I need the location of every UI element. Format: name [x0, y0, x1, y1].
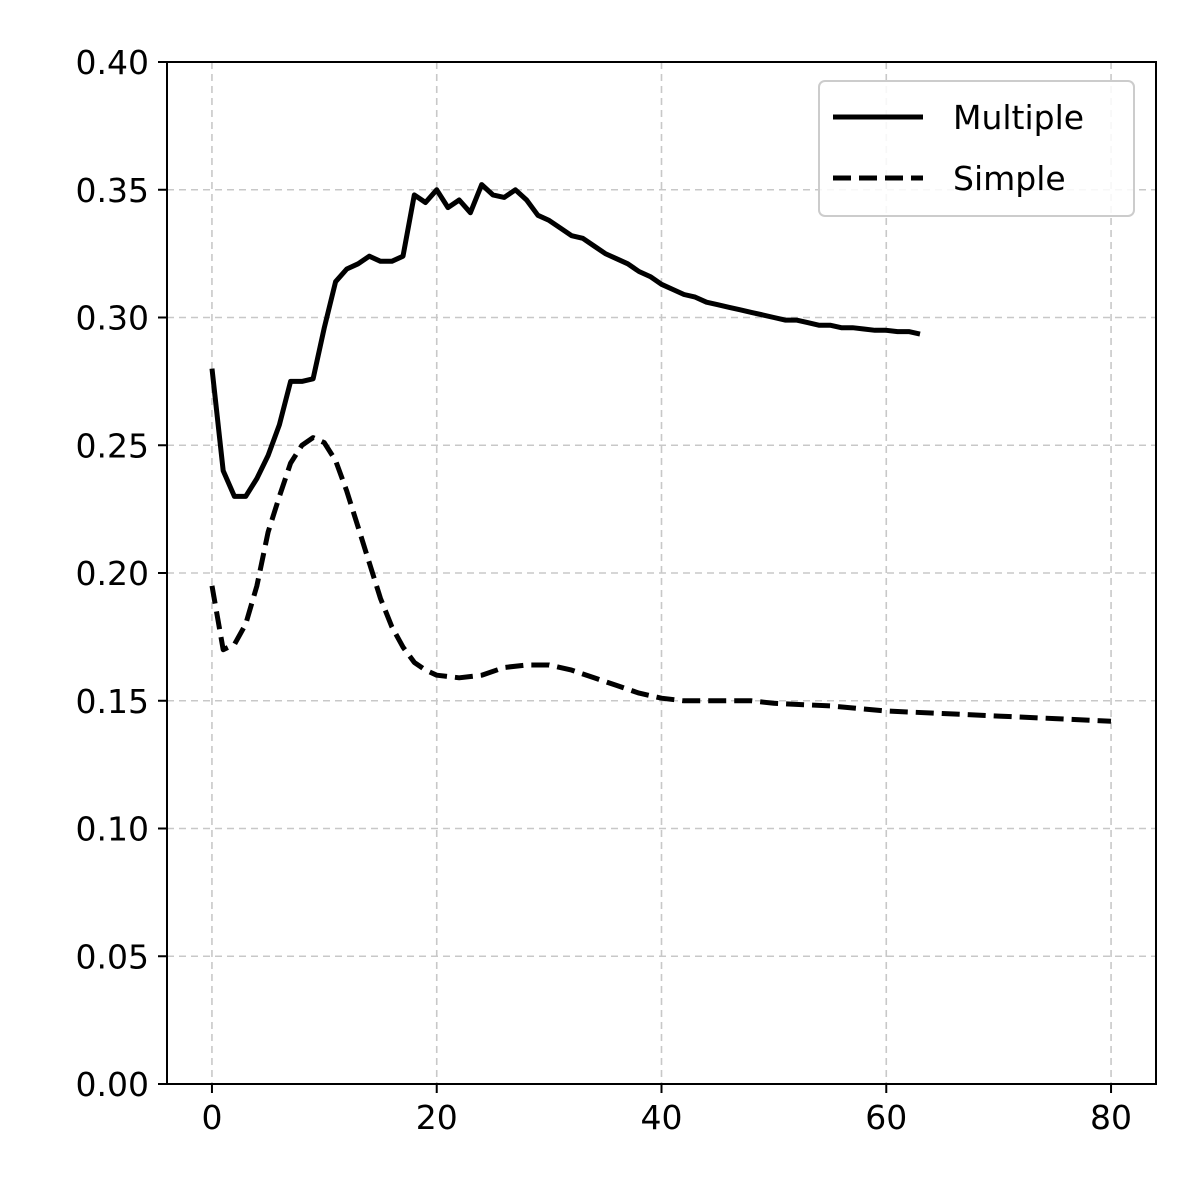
- x-tick-label: 60: [865, 1098, 907, 1137]
- series-lines: [209, 182, 1112, 724]
- x-tick-label: 80: [1090, 1098, 1132, 1137]
- x-tick-label: 0: [201, 1098, 222, 1137]
- axis-ticks: 0 20 40 60 80 0.00 0.05 0.10 0.15 0.20 0.25 0.30 0.3…: [76, 43, 1133, 1137]
- y-tick-label: 0.15: [76, 682, 149, 721]
- legend-label-multiple: Multiple: [953, 98, 1084, 137]
- y-tick-label: 0.35: [76, 171, 149, 210]
- series-line-simple: [209, 435, 1112, 724]
- x-tick-label: 20: [416, 1098, 458, 1137]
- legend: Multiple Simple: [818, 80, 1135, 217]
- y-tick-label: 0.25: [76, 426, 149, 465]
- x-tick-label: 40: [641, 1098, 683, 1137]
- y-tick-label: 0.10: [76, 810, 149, 849]
- y-tick-label: 0.40: [76, 43, 149, 82]
- legend-label-simple: Simple: [953, 159, 1066, 198]
- y-tick-label: 0.00: [76, 1065, 149, 1104]
- y-tick-label: 0.30: [76, 299, 149, 338]
- y-tick-label: 0.05: [76, 937, 149, 976]
- series-line-multiple: [209, 182, 921, 499]
- y-tick-label: 0.20: [76, 554, 149, 593]
